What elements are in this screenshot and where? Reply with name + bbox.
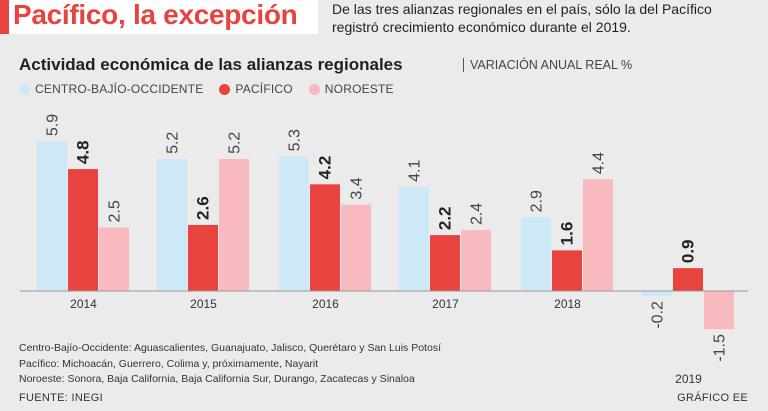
header-banner: Pacífico, la excepción bbox=[0, 0, 318, 34]
x-tick-label-2018: 2018 bbox=[554, 297, 581, 311]
value-label-2018-pacifico: 1.6 bbox=[558, 222, 577, 246]
bar-2016-pacifico bbox=[310, 184, 340, 291]
value-label-2019-noroeste: -1.5 bbox=[712, 334, 729, 362]
bar-2018-centro bbox=[521, 217, 551, 291]
note-pacifico: Pacífico: Michoacán, Guerrero, Colima y,… bbox=[19, 357, 319, 370]
value-label-2017-pacifico: 2.2 bbox=[436, 206, 455, 230]
value-label-2018-noroeste: 4.4 bbox=[591, 152, 608, 174]
bar-2015-pacifico bbox=[188, 224, 218, 291]
bar-2014-noroeste bbox=[99, 227, 129, 291]
bar-2017-pacifico bbox=[430, 235, 460, 291]
bar-2016-centro bbox=[279, 156, 309, 291]
value-label-2016-noroeste: 3.4 bbox=[349, 177, 366, 199]
x-tick-label-2019: 2019 bbox=[675, 372, 702, 386]
value-label-2019-pacifico: 0.9 bbox=[679, 239, 698, 263]
x-tick-label-2017: 2017 bbox=[432, 297, 459, 311]
legend-item-noroeste: NOROESTE bbox=[308, 82, 394, 96]
x-tick-label-2014: 2014 bbox=[70, 297, 97, 311]
value-label-2014-pacifico: 4.8 bbox=[74, 140, 93, 164]
legend-item-pacifico: PACÍFICO bbox=[219, 82, 293, 96]
bar-2014-centro bbox=[37, 141, 67, 291]
legend-item-centro: CENTRO-BAJÍO-OCCIDENTE bbox=[19, 82, 203, 96]
legend-label-centro: CENTRO-BAJÍO-OCCIDENTE bbox=[35, 82, 204, 96]
bar-2019-noroeste bbox=[704, 291, 734, 330]
bar-2015-centro bbox=[157, 158, 187, 291]
bar-2017-centro bbox=[399, 186, 429, 291]
value-label-2014-centro: 5.9 bbox=[45, 114, 62, 136]
bar-2014-pacifico bbox=[68, 169, 98, 291]
value-label-2015-noroeste: 5.2 bbox=[227, 132, 244, 154]
legend-label-noroeste: NOROESTE bbox=[324, 82, 394, 96]
bar-2018-pacifico bbox=[552, 250, 582, 291]
credit-text: GRÁFICO EE bbox=[677, 392, 748, 404]
page-title: Pacífico, la excepción bbox=[13, 0, 298, 30]
note-centro: Centro-Bajío-Occidente: Aguascalientes, … bbox=[19, 342, 441, 354]
bar-2016-noroeste bbox=[341, 204, 371, 291]
bar-2018-noroeste bbox=[583, 179, 613, 291]
value-label-2015-centro: 5.2 bbox=[165, 132, 182, 154]
bar-2015-noroeste bbox=[219, 158, 249, 291]
x-tick-label-2015: 2015 bbox=[190, 297, 217, 311]
value-label-2017-noroeste: 2.4 bbox=[469, 203, 486, 225]
chart-notes: Centro-Bajío-Occidente: Aguascalientes, … bbox=[19, 341, 441, 388]
value-label-2019-centro: -0.2 bbox=[650, 301, 667, 329]
value-label-2017-centro: 4.1 bbox=[407, 160, 424, 182]
value-label-2015-pacifico: 2.6 bbox=[194, 196, 213, 220]
value-label-2016-pacifico: 4.2 bbox=[316, 156, 335, 180]
bar-2019-centro bbox=[642, 291, 672, 297]
page-subtitle: De las tres alianzas regionales en el pa… bbox=[332, 1, 712, 35]
chart-title: Actividad económica de las alianzas regi… bbox=[19, 55, 403, 74]
value-label-2018-centro: 2.9 bbox=[529, 190, 546, 212]
x-tick-label-2016: 2016 bbox=[312, 297, 339, 311]
note-noroeste: Noroeste: Sonora, Baja California, Baja … bbox=[19, 373, 415, 385]
value-label-2016-centro: 5.3 bbox=[287, 129, 304, 151]
legend-swatch-centro bbox=[19, 83, 30, 95]
bar-2019-pacifico bbox=[673, 268, 703, 291]
legend-swatch-noroeste bbox=[308, 83, 320, 95]
chart-legend: CENTRO-BAJÍO-OCCIDENTE PACÍFICO NOROESTE bbox=[19, 80, 410, 98]
legend-swatch-pacifico bbox=[219, 83, 231, 95]
bar-2017-noroeste bbox=[461, 230, 491, 291]
legend-label-pacifico: PACÍFICO bbox=[235, 82, 293, 96]
chart-subtitle: VARIACIÓN ANUAL REAL % bbox=[463, 58, 632, 72]
value-label-2014-noroeste: 2.5 bbox=[107, 200, 124, 222]
source-text: FUENTE: INEGI bbox=[19, 392, 103, 404]
